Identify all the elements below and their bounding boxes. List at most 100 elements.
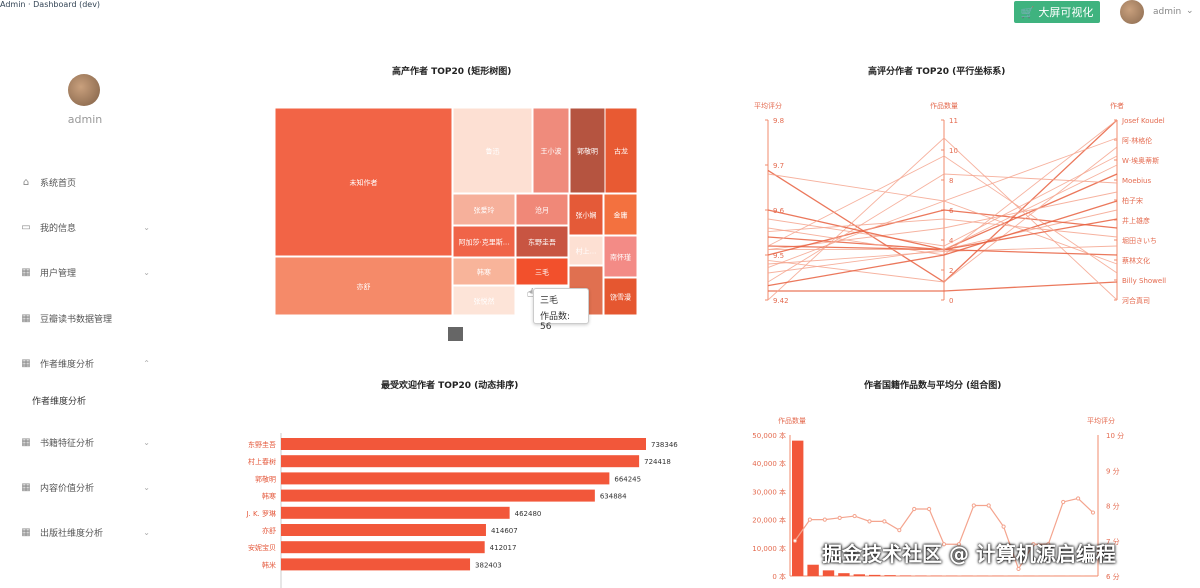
parallel-tick-label: 堀田きいち bbox=[1122, 236, 1157, 245]
treemap-cell bbox=[568, 193, 604, 236]
combo-point bbox=[852, 513, 857, 519]
sidebar-item-label: 用户管理 bbox=[40, 268, 77, 279]
sidebar-item-books-data[interactable]: ▦ 豆瓣读书数据管理 bbox=[20, 310, 150, 326]
treemap-cell bbox=[603, 277, 638, 316]
sidebar-item-myinfo[interactable]: ▭ 我的信息 ⌄ bbox=[20, 219, 150, 235]
parallel-tick-label: 河合真司 bbox=[1122, 296, 1150, 305]
treemap-tooltip: 三毛 作品数: 56 bbox=[533, 288, 589, 332]
treemap-label: 未知作者 bbox=[350, 178, 378, 187]
bar bbox=[281, 541, 485, 554]
parallel-tick-label: 井上雄彦 bbox=[1122, 216, 1150, 225]
sidebar-item-label: 内容价值分析 bbox=[40, 483, 95, 494]
parallel-line bbox=[767, 164, 1118, 274]
sidebar-item-users[interactable]: ▦ 用户管理 ⌄ bbox=[20, 264, 150, 280]
scroll-thumb[interactable] bbox=[448, 327, 463, 341]
chevron-down-icon: ⌄ bbox=[143, 482, 150, 492]
sidebar-subitem-author-analysis[interactable]: 作者维度分析 bbox=[32, 397, 87, 407]
treemap-label: 鲁迅 bbox=[486, 147, 500, 156]
treemap-label: 古龙 bbox=[614, 147, 628, 156]
parallel-tick-label: 8 bbox=[949, 177, 953, 185]
treemap-cell bbox=[603, 193, 638, 236]
bar-category-label: 东野圭吾 bbox=[248, 440, 276, 449]
parallel-tick-label: 2 bbox=[949, 267, 953, 275]
parallel-tick-label: Josef Koudel bbox=[1121, 117, 1165, 125]
parallel-line bbox=[767, 191, 1118, 251]
sidebar-item-book-features[interactable]: ▦ 书籍特征分析 ⌄ bbox=[20, 434, 150, 450]
chevron-up-icon: ⌃ bbox=[143, 358, 150, 368]
bar-category-label: 韩寒 bbox=[262, 492, 276, 501]
combo-right-axis-title: 平均评分 bbox=[1087, 416, 1115, 425]
cursor-icon: ☝ bbox=[527, 286, 534, 300]
combo-bar bbox=[792, 440, 804, 576]
bigscreen-button[interactable]: 🛒 大屏可视化 bbox=[1014, 1, 1100, 23]
chevron-down-icon: ⌄ bbox=[143, 222, 150, 232]
parallel-tick-label: 9.8 bbox=[773, 117, 784, 125]
bar bbox=[281, 506, 510, 519]
combo-right-tick: 7 分 bbox=[1106, 537, 1120, 546]
parallel-tick-label: 10 bbox=[949, 147, 958, 155]
sidebar-item-publisher[interactable]: ▦ 出版社维度分析 ⌄ bbox=[20, 524, 150, 540]
parallel-axis-title: 平均评分 bbox=[754, 101, 782, 110]
sidebar-username: admin bbox=[67, 113, 103, 126]
combo-point bbox=[912, 506, 917, 512]
treemap-cell bbox=[569, 107, 606, 194]
treemap-cell bbox=[532, 107, 570, 194]
parallel-line bbox=[767, 146, 1118, 283]
combo-point bbox=[1090, 510, 1096, 515]
combo-bar bbox=[869, 574, 881, 576]
treemap-label: 韩寒 bbox=[477, 268, 491, 277]
combo-right-tick: 6 分 bbox=[1106, 572, 1120, 581]
treemap-label: 金庸 bbox=[614, 211, 628, 220]
breadcrumb: Admin · Dashboard (dev) bbox=[0, 0, 101, 9]
sidebar-item-home[interactable]: ⌂ 系统首页 bbox=[20, 174, 150, 190]
parallel-tick-label: 9.5 bbox=[773, 252, 784, 260]
treemap-cell bbox=[452, 225, 516, 258]
top-bar: Admin · Dashboard (dev) 🛒 大屏可视化 admin ⌄ bbox=[0, 0, 1200, 30]
grid-icon: ▦ bbox=[21, 436, 31, 448]
treemap-label: 郭敬明 bbox=[577, 147, 598, 156]
chevron-down-icon[interactable]: ⌄ bbox=[1186, 6, 1194, 16]
parallel-line bbox=[767, 218, 1118, 238]
grid-icon: ▦ bbox=[21, 266, 31, 278]
bar-category-label: J. K. 罗琳 bbox=[245, 509, 276, 518]
parallel-line bbox=[767, 173, 1118, 283]
treemap-cell bbox=[274, 256, 453, 316]
home-icon: ⌂ bbox=[22, 176, 30, 188]
combo-point bbox=[1076, 496, 1081, 501]
combo-point bbox=[882, 519, 887, 524]
parallel-tick-label: 蔡林文化 bbox=[1122, 256, 1150, 265]
sidebar-item-author-analysis[interactable]: ▦ 作者维度分析 ⌃ bbox=[20, 355, 150, 371]
sidebar-item-label: 我的信息 bbox=[40, 223, 77, 234]
combo-right-tick: 10 分 bbox=[1106, 431, 1124, 440]
bar-value-label: 634884 bbox=[600, 493, 627, 501]
combo-title: 作者国籍作品数与平均分 (组合图) bbox=[864, 381, 1002, 391]
sidebar-item-label: 书籍特征分析 bbox=[40, 438, 95, 449]
sidebar-item-content-value[interactable]: ▦ 内容价值分析 ⌄ bbox=[20, 479, 150, 495]
sidebar: admin ⌂ 系统首页 ▭ 我的信息 ⌄ ▦ 用户管理 ⌄ ▦ 豆瓣读书数据管… bbox=[0, 30, 170, 588]
username[interactable]: admin bbox=[1153, 7, 1182, 17]
parallel-tick-label: W·埃奥蒂斯 bbox=[1122, 156, 1159, 165]
bar-value-label: 738346 bbox=[651, 441, 678, 449]
grid-icon: ▦ bbox=[21, 357, 31, 369]
treemap-label: 东野圭吾 bbox=[528, 238, 556, 247]
avatar[interactable] bbox=[1120, 0, 1144, 24]
parallel-axis-title: 作者 bbox=[1110, 101, 1124, 110]
bigscreen-label: 大屏可视化 bbox=[1038, 6, 1094, 19]
parallel-title: 高评分作者 TOP20 (平行坐标系) bbox=[868, 67, 1006, 77]
combo-point bbox=[971, 503, 976, 508]
combo-left-tick: 0 本 bbox=[772, 572, 786, 581]
grid-icon: ▦ bbox=[21, 526, 31, 538]
treemap-label: 南怀瑾 bbox=[610, 253, 631, 262]
bar-value-label: 412017 bbox=[490, 544, 517, 552]
cart-icon: 🛒 bbox=[1020, 5, 1035, 19]
parallel-tick-label: 9.42 bbox=[773, 297, 789, 305]
combo-point bbox=[956, 542, 962, 547]
tooltip-name: 三毛 bbox=[540, 296, 559, 306]
bar bbox=[281, 558, 471, 571]
bar bbox=[281, 455, 640, 468]
combo-point bbox=[1031, 542, 1036, 547]
parallel-tick-label: 9.6 bbox=[773, 207, 785, 215]
treemap-label: 张小娴 bbox=[576, 211, 597, 220]
treemap-cell bbox=[568, 235, 604, 266]
